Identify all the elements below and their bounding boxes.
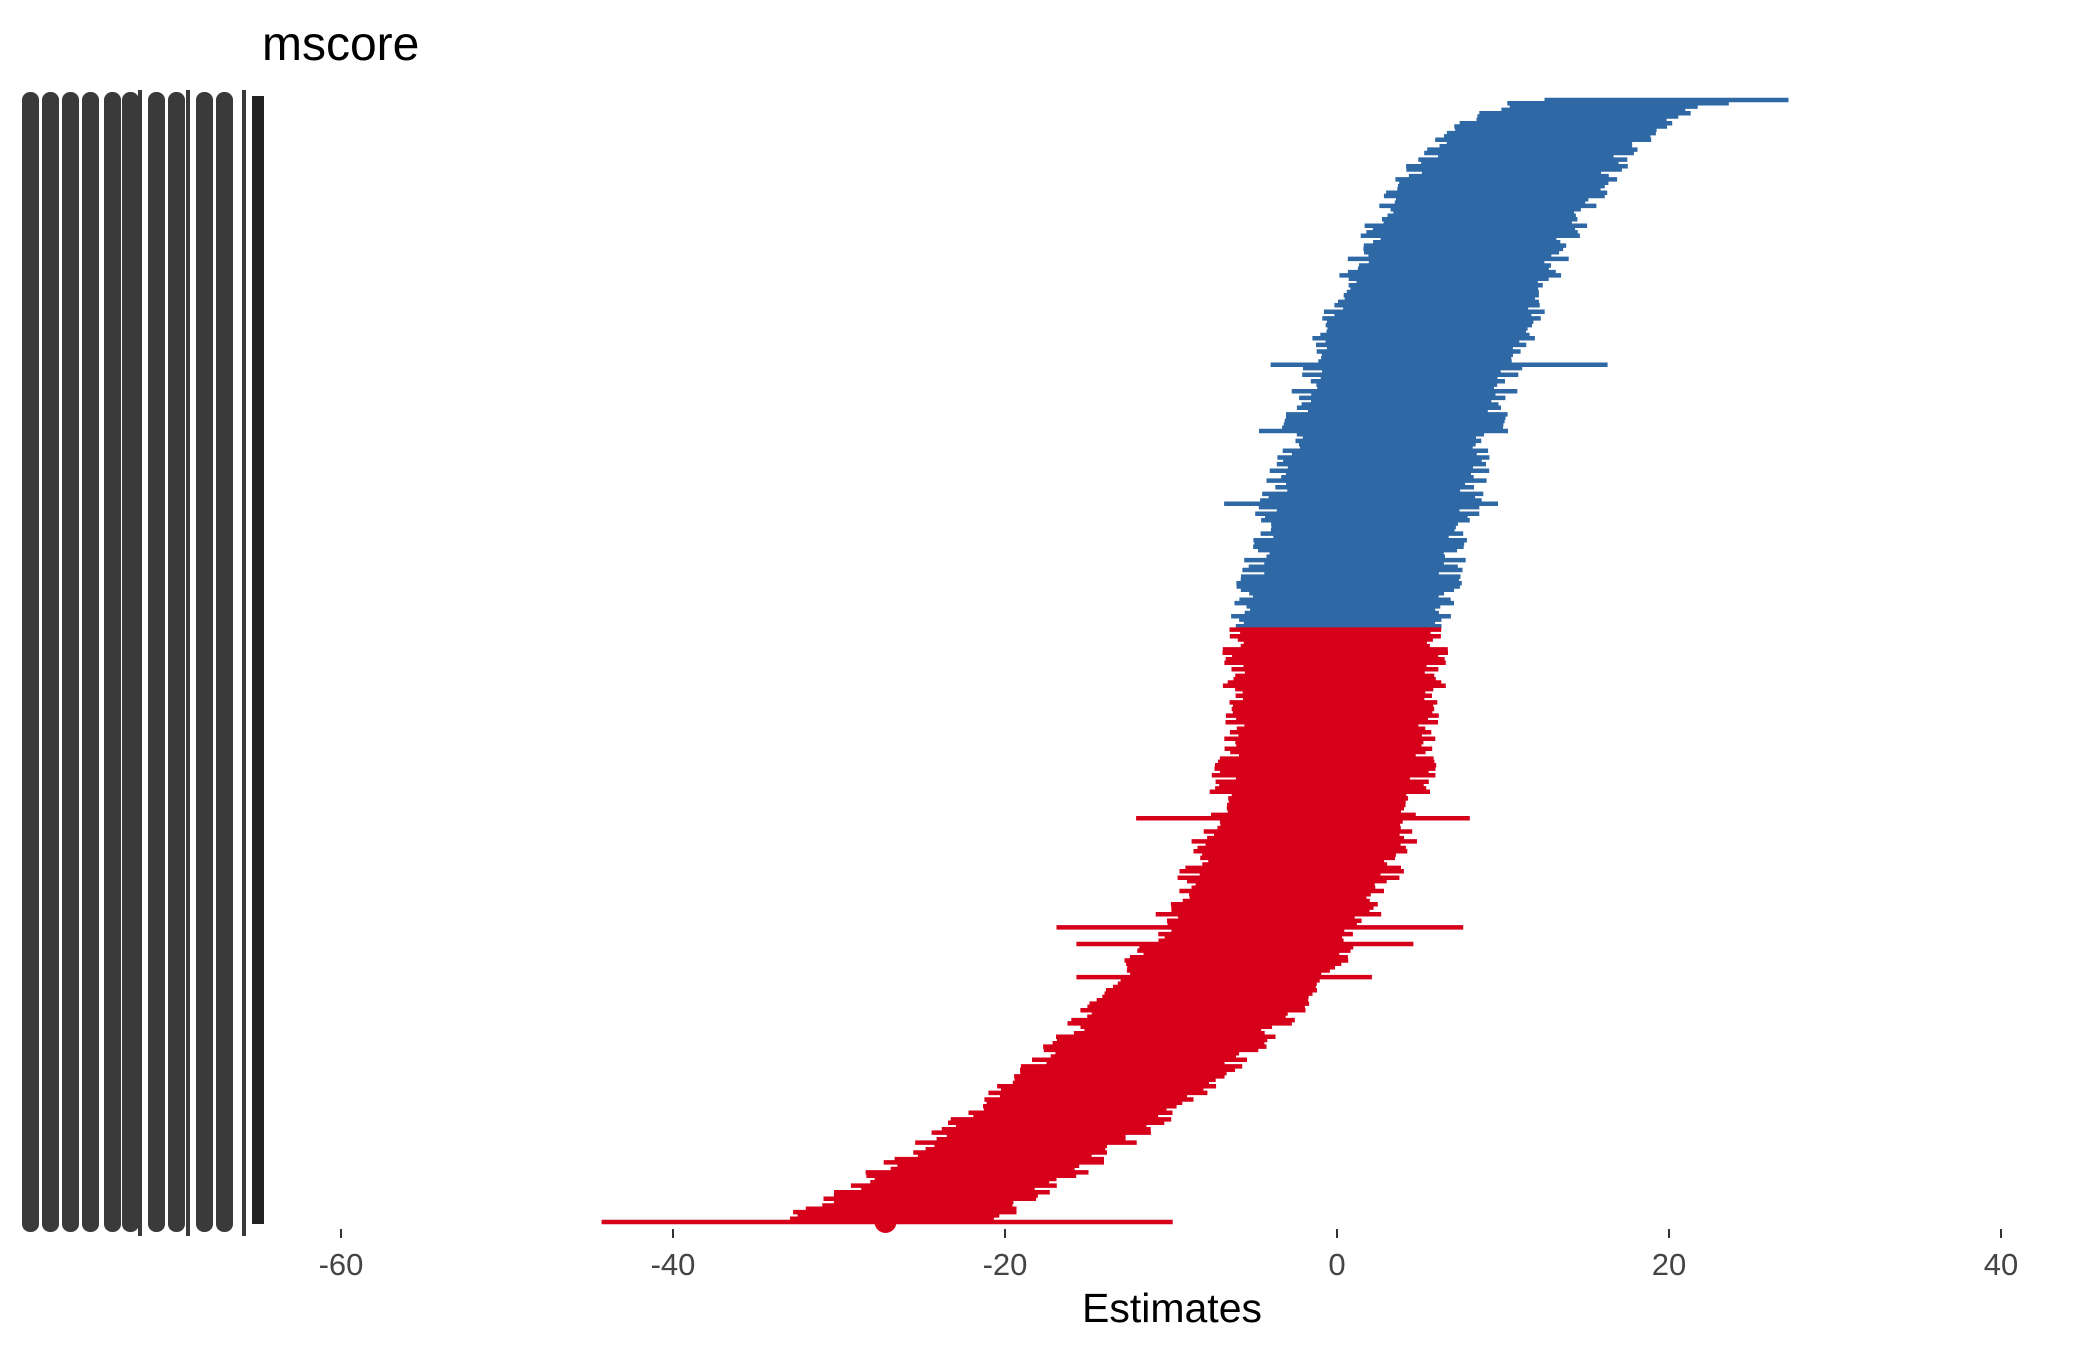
x-tick-label: -40 [651, 1247, 696, 1282]
chart-title: mscore [262, 18, 419, 71]
positive-estimate-series [1224, 97, 1789, 629]
category-label-stack [196, 92, 213, 1232]
category-label-stack [62, 92, 79, 1232]
x-tick-label: 20 [1652, 1247, 1686, 1282]
category-label-stack [122, 92, 139, 1232]
category-label-stack [22, 92, 39, 1232]
x-axis-ticks: -60 -40 -20 0 20 40 [319, 1229, 2018, 1282]
category-label-stack [186, 90, 190, 1236]
x-tick-label: 40 [1984, 1247, 2018, 1282]
negative-estimate-series [601, 627, 1470, 1233]
point-estimate [874, 1211, 897, 1233]
category-label-stack [82, 92, 99, 1232]
x-tick-label: 0 [1328, 1247, 1345, 1282]
y-axis-category-labels [22, 90, 264, 1236]
x-tick-label: -20 [983, 1247, 1028, 1282]
x-axis-title: Estimates [1082, 1285, 1262, 1331]
category-label-stack [104, 92, 121, 1232]
x-tick-label: -60 [319, 1247, 364, 1282]
category-label-stack [242, 90, 246, 1236]
category-label-stack [168, 92, 185, 1232]
category-label-stack [138, 90, 142, 1236]
y-tick-column [252, 96, 264, 1224]
category-label-stack [148, 92, 165, 1232]
category-label-stack [216, 92, 233, 1232]
category-label-stack [42, 92, 59, 1232]
